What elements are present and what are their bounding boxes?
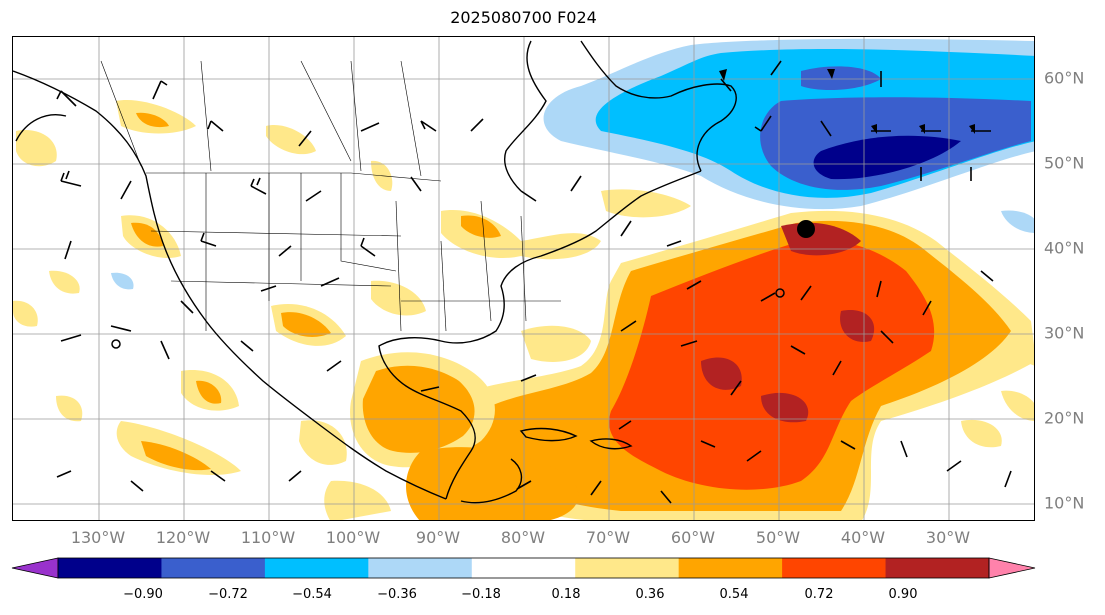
colorbar-segment	[885, 558, 990, 578]
colorbar-tick-label: 0.18	[551, 587, 581, 602]
colorbar-extend-max	[988, 557, 1036, 579]
state-borders	[100, 60, 561, 332]
small-ring-marker	[775, 288, 785, 298]
colorbar	[11, 557, 1036, 579]
lon-label-70w: 70°W	[585, 528, 631, 547]
lon-label-110w: 110°W	[240, 528, 296, 547]
scattered-anomaly-patches	[13, 100, 1034, 520]
colorbar-segment	[471, 558, 576, 578]
lat-label-10n: 10°N	[1044, 493, 1085, 513]
colorbar-segment	[368, 558, 473, 578]
lon-label-80w: 80°W	[500, 528, 546, 547]
colorbar-tick-label: −0.90	[123, 587, 163, 602]
lat-label-60n: 60°N	[1044, 68, 1085, 88]
map-canvas	[13, 37, 1034, 520]
lat-label-50n: 50°N	[1044, 153, 1085, 173]
lon-label-120w: 120°W	[155, 528, 211, 547]
lon-label-30w: 30°W	[925, 528, 971, 547]
colorbar-segment	[575, 558, 680, 578]
lon-label-100w: 100°W	[325, 528, 381, 547]
colorbar-segment	[58, 558, 162, 578]
lon-label-60w: 60°W	[670, 528, 716, 547]
graticule	[13, 37, 1034, 520]
map-title: 2025080700 F024	[450, 8, 597, 27]
lon-label-90w: 90°W	[415, 528, 461, 547]
lon-label-50w: 50°W	[755, 528, 801, 547]
colorbar-tick-label: 0.36	[635, 587, 665, 602]
colorbar-frame	[57, 557, 990, 579]
wind-barb-flags	[719, 69, 975, 134]
map-panel	[12, 36, 1035, 521]
caribbean-anomaly	[350, 325, 591, 520]
colorbar-segment	[264, 558, 369, 578]
lat-label-20n: 20°N	[1044, 408, 1085, 428]
negative-anomaly-region	[543, 38, 1034, 233]
wind-barbs	[56, 60, 1012, 504]
colorbar-tick-label: 0.54	[719, 587, 749, 602]
colorbar-tick-label: −0.36	[377, 587, 417, 602]
colorbar-segments	[11, 557, 1036, 579]
colorbar-tick-label: −0.72	[208, 587, 248, 602]
small-ring-marker-west	[111, 339, 121, 349]
colorbar-tick-label: −0.18	[461, 587, 501, 602]
colorbar-tick-label: 0.90	[888, 587, 918, 602]
colorbar-tick-label: −0.54	[292, 587, 332, 602]
colorbar-segment	[161, 558, 266, 578]
colorbar-extend-min	[11, 557, 59, 579]
lat-label-30n: 30°N	[1044, 323, 1085, 343]
colorbar-segment	[678, 558, 783, 578]
lon-label-130w: 130°W	[70, 528, 126, 547]
colorbar-segment	[782, 558, 887, 578]
black-dot-marker	[797, 220, 815, 238]
colorbar-tick-label: 0.72	[804, 587, 834, 602]
lon-label-40w: 40°W	[840, 528, 886, 547]
lat-label-40n: 40°N	[1044, 238, 1085, 258]
